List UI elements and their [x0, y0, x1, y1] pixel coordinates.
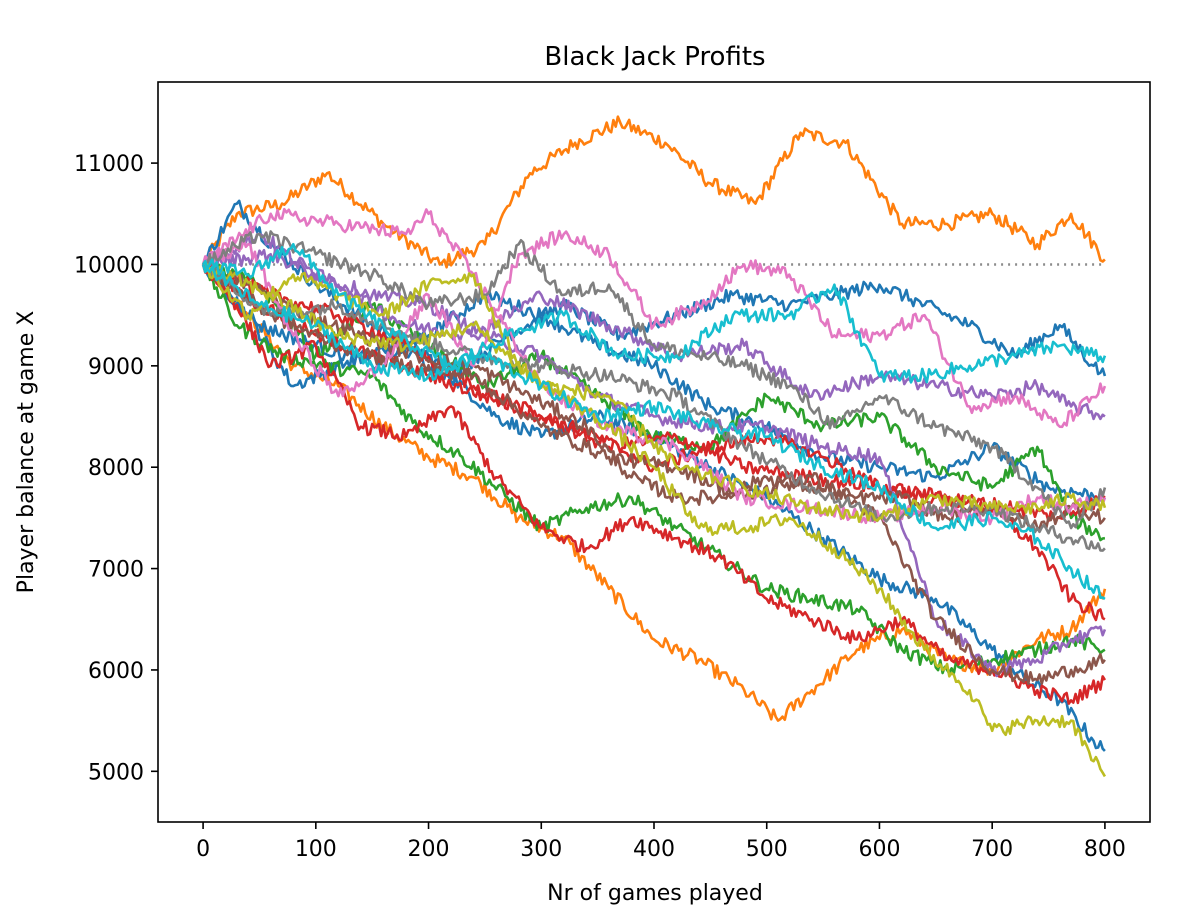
series-line-2 — [201, 264, 1107, 722]
x-tick-label: 300 — [520, 837, 562, 862]
y-axis: 5000 6000 7000 8000 9000 10000 11000 — [74, 152, 158, 785]
series-line-22 — [202, 259, 1106, 601]
x-tick-label: 400 — [633, 837, 675, 862]
series-line-21 — [201, 242, 1107, 384]
series-line-18 — [202, 260, 1106, 552]
x-tick-label: 100 — [295, 837, 337, 862]
series-line-8 — [201, 263, 1107, 705]
x-tick-label: 700 — [971, 837, 1013, 862]
series-layer — [201, 115, 1107, 778]
y-tick-label: 8000 — [88, 456, 144, 481]
series-line-17 — [201, 230, 1107, 530]
series-line-13 — [201, 261, 1106, 533]
y-tick-label: 7000 — [88, 558, 144, 583]
series-line-5 — [201, 263, 1107, 504]
series-line-6 — [202, 262, 1106, 675]
y-tick-label: 9000 — [88, 355, 144, 380]
x-axis: 0 100 200 300 400 500 600 700 800 — [196, 822, 1126, 862]
series-line-20 — [202, 260, 1107, 524]
series-line-15 — [201, 229, 1107, 429]
y-tick-label: 5000 — [88, 760, 144, 785]
series-line-1 — [201, 115, 1106, 269]
x-tick-label: 0 — [196, 837, 210, 862]
y-axis-label: Player balance at game X — [14, 311, 39, 594]
y-tick-label: 10000 — [74, 253, 144, 278]
y-tick-label: 6000 — [88, 659, 144, 684]
x-axis-label: Nr of games played — [547, 881, 763, 906]
y-tick-label: 11000 — [74, 152, 144, 177]
chart-title: Black Jack Profits — [544, 42, 765, 72]
x-tick-label: 200 — [408, 837, 450, 862]
x-tick-label: 600 — [858, 837, 900, 862]
x-tick-label: 500 — [746, 837, 788, 862]
x-tick-label: 800 — [1084, 837, 1126, 862]
